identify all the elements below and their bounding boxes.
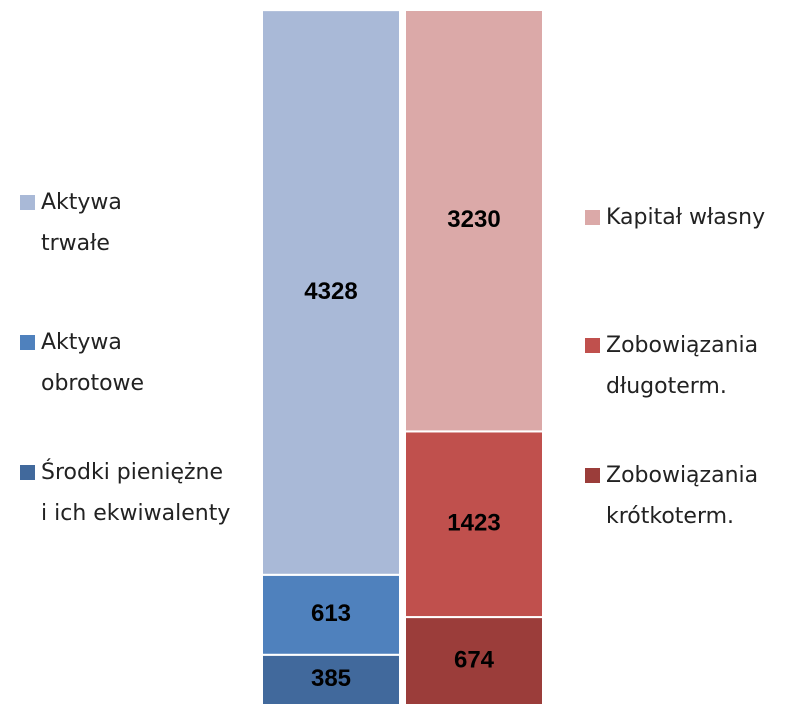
legend-swatch [20,465,35,480]
data-label: 674 [454,646,495,673]
legend-label: Zobowiązania długoterm. [606,333,759,399]
bar-segment [261,9,401,576]
legend-swatch [585,210,600,225]
legend-item: Środki pieniężne i ich ekwiwalenty [20,452,235,534]
legend-item: Aktywa trwałe [20,182,150,264]
legend-label: Aktywa obrotowe [41,330,145,396]
legend-swatch [585,338,600,353]
legend-item: Zobowiązania długoterm. [585,325,785,407]
legend-swatch [585,468,600,483]
legend-label: Zobowiązania krótkoterm. [606,463,759,529]
legend-label: Kapitał własny [606,205,766,230]
data-label: 4328 [304,278,357,305]
legend-swatch [20,195,35,210]
legend-label: Środki pieniężne i ich ekwiwalenty [41,460,231,526]
legend-item: Kapitał własny [585,197,800,238]
bar-segment [404,430,544,619]
legend-swatch [20,335,35,350]
legend-item: Zobowiązania krótkoterm. [585,455,785,537]
data-label: 385 [311,665,351,692]
bar-segment [404,9,544,433]
legend-label: Aktywa trwałe [41,190,122,256]
data-label: 3230 [447,206,500,233]
legend-item: Aktywa obrotowe [20,322,150,404]
bar-segment [261,653,401,705]
data-label: 1423 [447,510,500,537]
data-label: 613 [311,600,351,627]
